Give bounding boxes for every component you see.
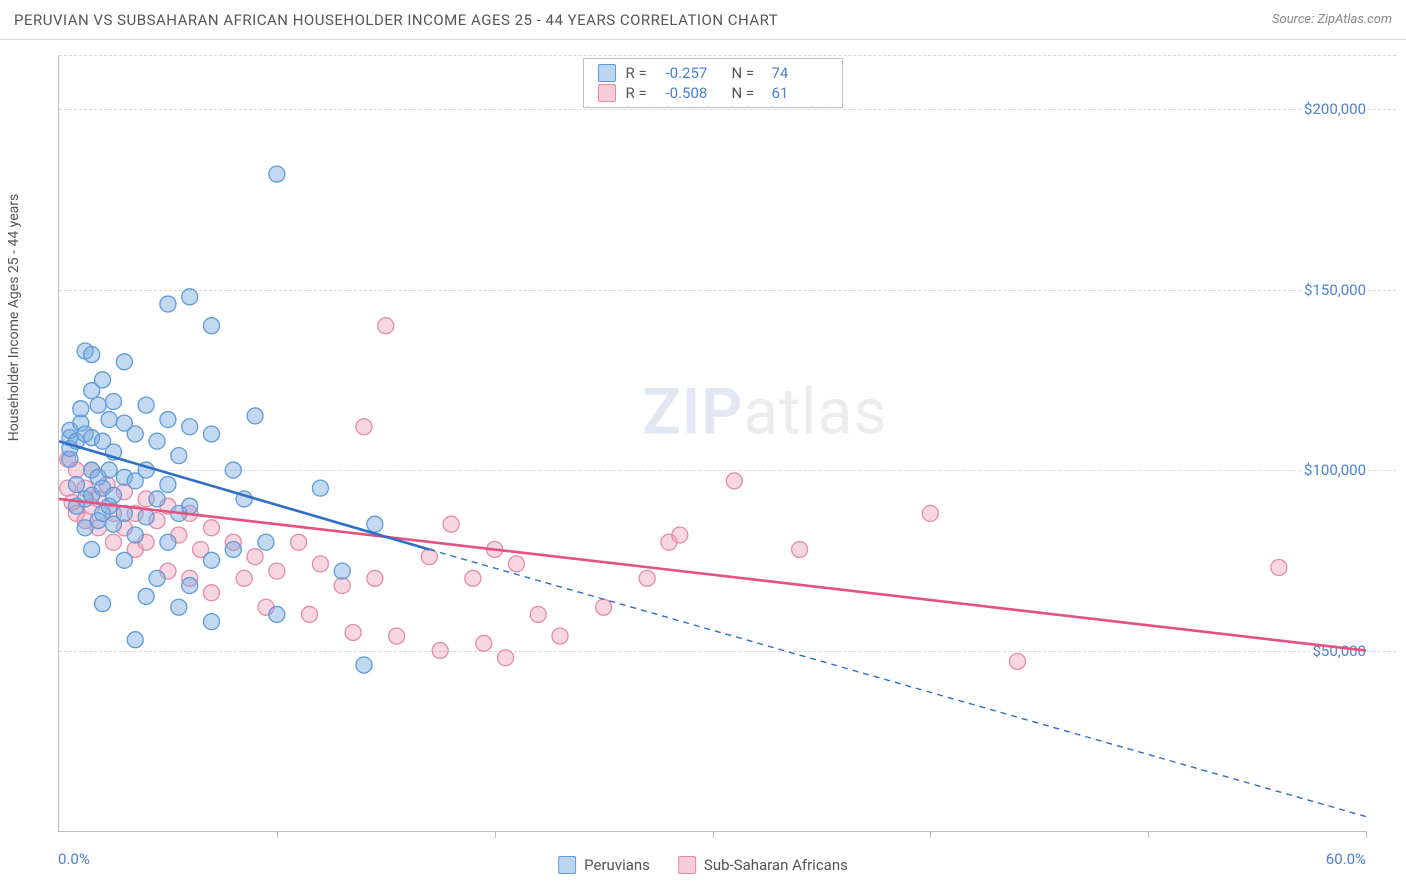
legend-row-blue: R = -0.257 N = 74 xyxy=(598,63,828,83)
n-value-blue: 74 xyxy=(772,64,828,82)
n-value-pink: 61 xyxy=(772,84,828,102)
chart-svg xyxy=(59,55,1366,831)
y-axis-title: Householder Income Ages 25 - 44 years xyxy=(6,194,22,441)
n-label: N = xyxy=(732,84,762,102)
legend-item-blue: Peruvians xyxy=(558,856,650,874)
n-label: N = xyxy=(732,64,762,82)
legend-row-pink: R = -0.508 N = 61 xyxy=(598,83,828,103)
x-max-label: 60.0% xyxy=(1326,850,1366,868)
r-value-pink: -0.508 xyxy=(666,84,722,102)
r-value-blue: -0.257 xyxy=(666,64,722,82)
legend-item-pink: Sub-Saharan Africans xyxy=(678,856,848,874)
r-label: R = xyxy=(626,64,656,82)
x-tick xyxy=(1148,831,1149,838)
x-tick xyxy=(277,831,278,838)
series-legend: Peruvians Sub-Saharan Africans xyxy=(558,856,848,874)
swatch-blue xyxy=(558,856,576,874)
x-tick xyxy=(495,831,496,838)
swatch-blue xyxy=(598,64,616,82)
x-min-label: 0.0% xyxy=(58,850,90,868)
series-label-blue: Peruvians xyxy=(584,856,650,874)
swatch-pink xyxy=(598,84,616,102)
swatch-pink xyxy=(678,856,696,874)
chart-container: PERUVIAN VS SUBSAHARAN AFRICAN HOUSEHOLD… xyxy=(0,0,1406,892)
series-label-pink: Sub-Saharan Africans xyxy=(704,856,848,874)
x-tick xyxy=(1366,831,1367,838)
x-tick xyxy=(713,831,714,838)
source-value: ZipAtlas.com xyxy=(1317,12,1392,27)
r-label: R = xyxy=(626,84,656,102)
x-tick xyxy=(930,831,931,838)
chart-header: PERUVIAN VS SUBSAHARAN AFRICAN HOUSEHOLD… xyxy=(0,0,1406,40)
chart-title: PERUVIAN VS SUBSAHARAN AFRICAN HOUSEHOLD… xyxy=(14,11,778,29)
source-label: Source: xyxy=(1272,12,1317,27)
source-attribution: Source: ZipAtlas.com xyxy=(1272,12,1392,27)
plot-area: ZIPatlas R = -0.257 N = 74 R = -0.508 N … xyxy=(58,55,1366,832)
correlation-legend: R = -0.257 N = 74 R = -0.508 N = 61 xyxy=(583,58,843,108)
